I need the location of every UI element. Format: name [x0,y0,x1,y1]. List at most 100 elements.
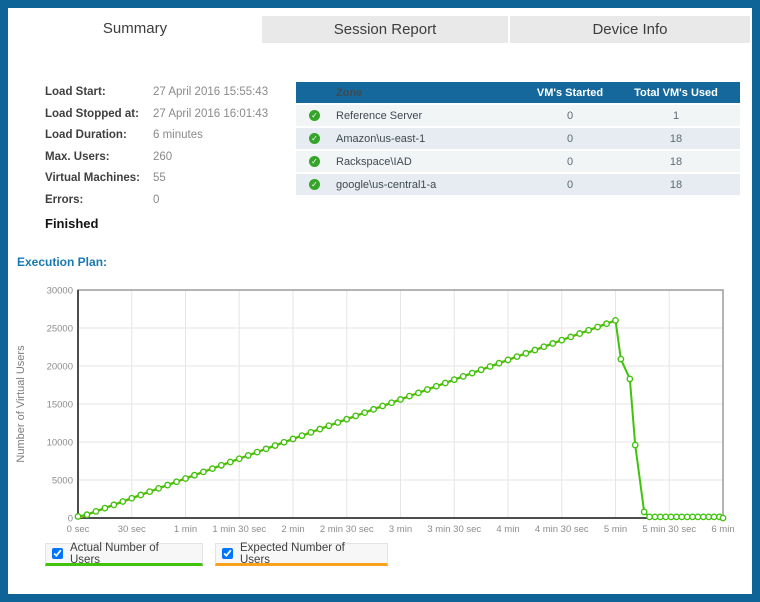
table-row: ✓ Reference Server 0 1 [296,105,740,126]
tab-device-info[interactable]: Device Info [510,16,750,43]
data-point-marker [155,484,163,492]
data-point-marker [719,514,727,522]
check-circle-icon: ✓ [309,110,320,121]
data-point-marker [388,399,395,407]
total-vms-used-cell: 18 [669,132,683,145]
data-point-marker [513,353,521,361]
data-point-marker [208,465,216,473]
data-point-marker [370,405,378,413]
x-tick-label: 2 min [281,524,304,535]
data-point-marker [651,513,659,521]
data-point-marker [468,369,476,377]
data-point-marker [694,513,702,521]
data-point-marker [146,488,154,496]
data-point-marker [662,513,670,521]
data-point-marker [352,412,360,420]
data-point-marker [280,438,288,446]
data-point-marker [137,491,145,499]
legend-checkbox[interactable] [222,548,233,559]
data-point-marker [459,372,467,380]
data-point-marker [110,501,118,509]
data-point-marker [549,340,557,347]
data-point-marker [683,513,691,521]
col-zone: Zone [336,86,363,99]
chart-title: Execution Plan: [17,255,108,269]
data-point-marker [325,422,333,430]
data-point-marker [128,494,136,502]
data-point-marker [432,382,440,390]
zone-cell: google\us-central1-a [336,178,437,191]
total-vms-used-cell: 1 [672,109,680,122]
summary-field-label: Load Duration: [45,129,127,141]
data-point-marker [379,402,386,410]
check-circle-icon: ✓ [309,133,320,144]
data-point-marker [101,504,109,512]
data-point-marker [343,415,351,423]
data-point-marker [74,513,82,520]
data-point-marker [361,409,369,417]
data-point-marker [567,333,575,341]
report-page: Summary Session Report Device Info Load St… [8,8,752,594]
data-point-marker [477,366,485,374]
x-tick-label: 3 min 30 sec [427,524,481,535]
data-point-marker [83,511,91,519]
x-tick-label: 0 sec [67,524,90,535]
zone-cell: Amazon\us-east-1 [336,132,426,145]
data-point-marker [486,363,494,370]
data-point-marker [585,326,593,334]
data-point-marker [182,475,189,482]
data-point-marker [316,425,324,433]
vms-started-cell: 0 [566,155,574,168]
data-point-marker [415,389,422,397]
x-tick-label: 5 min [604,524,627,535]
x-tick-label: 1 min [174,524,197,535]
data-point-marker [441,379,449,387]
data-point-marker [522,349,530,357]
summary-field-label: Load Stopped at: [45,107,139,120]
data-point-marker [576,330,584,337]
summary-field-value: 6 minutes [153,129,203,141]
zone-cell: Reference Server [336,109,423,122]
data-point-marker [253,448,261,456]
y-axis-title: Number of Virtual Users [15,345,27,463]
data-point-marker [307,428,315,436]
status-text: Finished [45,216,99,231]
y-tick-label: 10000 [47,438,73,449]
data-point-marker [173,478,180,486]
data-point-marker [262,445,270,453]
legend-item-actual[interactable]: Actual Number of Users [45,542,203,566]
data-point-marker [289,435,297,443]
summary-field-value: 0 [153,193,160,206]
data-point-marker [200,468,207,476]
table-row: ✓ Amazon\us-east-1 0 18 [296,128,740,149]
summary-field-label: Load Start: [45,86,106,98]
data-point-marker [699,513,707,521]
summary-field-label: Max. Users: [45,150,110,163]
data-point-marker [631,441,639,449]
legend-checkbox[interactable] [52,548,63,559]
tab-summary[interactable]: Summary [8,8,262,43]
chart-canvas: 0 5000 10000 15000 20000 25000 30000 0 sec 30 se… [15,286,735,536]
tab-session-report[interactable]: Session Report [262,16,508,43]
data-point-marker [92,508,100,515]
y-tick-label: 5000 [52,476,73,487]
data-point-marker [504,356,512,364]
x-tick-label: 4 min [496,524,519,535]
data-point-marker [626,375,634,383]
x-tick-label: 6 min [711,524,734,535]
summary-field-value: 27 April 2016 16:01:43 [153,107,269,120]
data-point-marker [271,442,279,449]
zone-cell: Rackspace\IAD [336,155,412,168]
legend-item-expected[interactable]: Expected Number of Users [215,542,388,566]
data-point-marker [298,432,306,440]
x-tick-label: 2 min 30 sec [320,524,374,535]
data-point-marker [646,513,653,521]
data-point-marker [594,323,601,331]
x-tick-label: 1 min 30 sec [212,524,266,535]
total-vms-used-cell: 18 [669,155,683,168]
x-tick-label: 4 min 30 sec [535,524,589,535]
data-point-marker [710,513,718,521]
x-tick-label: 5 min 30 sec [642,524,696,535]
data-point-marker [191,471,198,479]
col-total-vms-used: Total VM's Used [634,86,718,99]
